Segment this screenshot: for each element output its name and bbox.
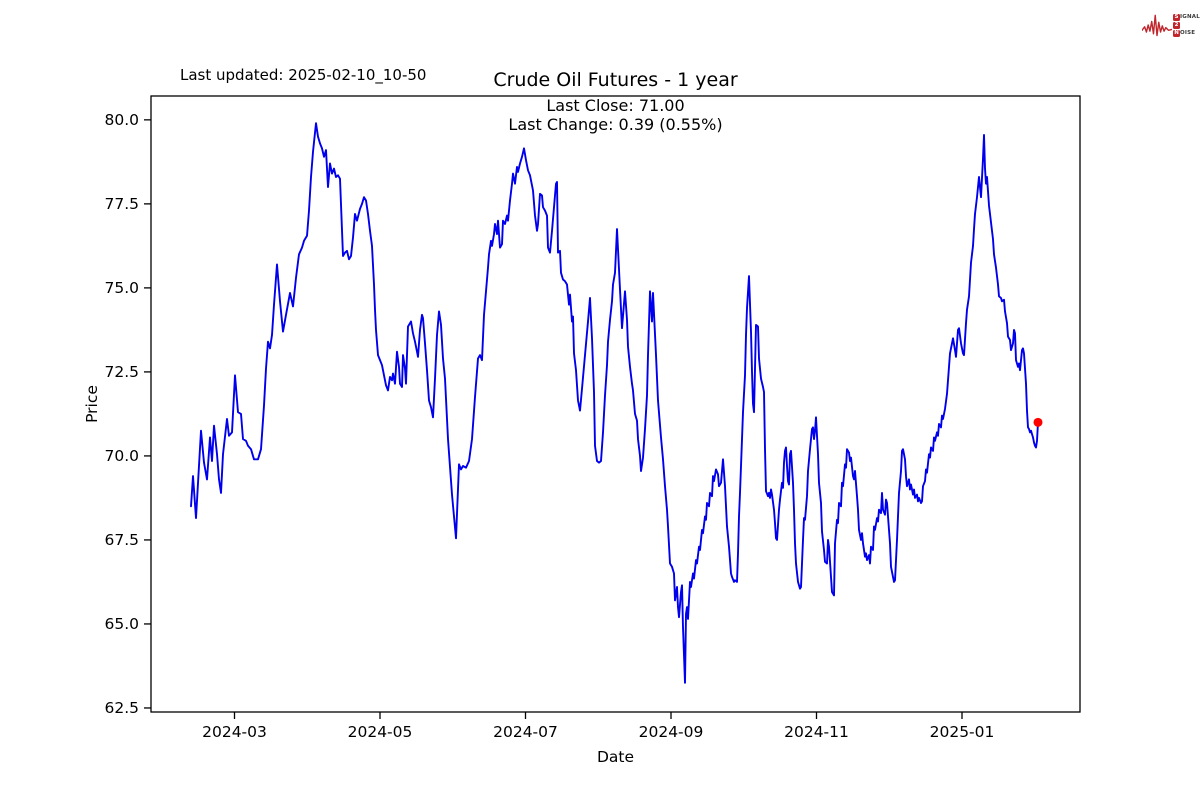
logo-noise-rest: OISE — [1180, 29, 1196, 36]
y-tick-label: 62.5 — [104, 699, 139, 717]
logo-word-noise: N OISE — [1173, 29, 1200, 37]
last-close-text: Last Close: 71.00 — [546, 96, 685, 115]
y-tick-label: 80.0 — [104, 111, 139, 129]
logo-s-box: S — [1173, 13, 1180, 21]
y-tick-label: 70.0 — [104, 447, 139, 465]
chart-title: Crude Oil Futures - 1 year — [493, 69, 738, 91]
logo-word-signal: S IGNAL — [1173, 13, 1200, 21]
x-axis-label: Date — [597, 748, 634, 766]
y-tick-label: 72.5 — [104, 363, 139, 381]
chart-subtitle: Last Close: 71.00 Last Change: 0.39 (0.5… — [151, 96, 1080, 134]
logo-n-box: N — [1173, 29, 1180, 37]
logo-2-box: 2 — [1173, 21, 1180, 29]
x-tick-label: 2024-05 — [348, 723, 413, 741]
y-tick-label: 67.5 — [104, 531, 139, 549]
x-tick-label: 2024-03 — [202, 723, 267, 741]
last-updated-text: Last updated: 2025-02-10_10-50 — [180, 66, 427, 84]
price-line — [190, 122, 1039, 684]
y-tick-label: 77.5 — [104, 195, 139, 213]
signal2noise-logo: S IGNAL 2 N OISE — [1142, 6, 1200, 44]
x-tick-label: 2024-09 — [639, 723, 704, 741]
y-axis-label: Price — [83, 385, 101, 423]
plot-border — [150, 95, 1081, 713]
waveform-icon — [1142, 14, 1172, 37]
x-tick-label: 2024-11 — [784, 723, 849, 741]
x-tick-label: 2025-01 — [930, 723, 995, 741]
x-tick-label: 2024-07 — [493, 723, 558, 741]
last-point-dot — [1033, 417, 1043, 427]
y-tick-label: 75.0 — [104, 279, 139, 297]
logo-word-2: 2 — [1173, 21, 1200, 29]
y-tick-label: 65.0 — [104, 615, 139, 633]
chart-title-block: Crude Oil Futures - 1 year — [151, 69, 1080, 91]
logo-signal-rest: IGNAL — [1180, 13, 1200, 20]
last-change-text: Last Change: 0.39 (0.55%) — [508, 115, 723, 134]
